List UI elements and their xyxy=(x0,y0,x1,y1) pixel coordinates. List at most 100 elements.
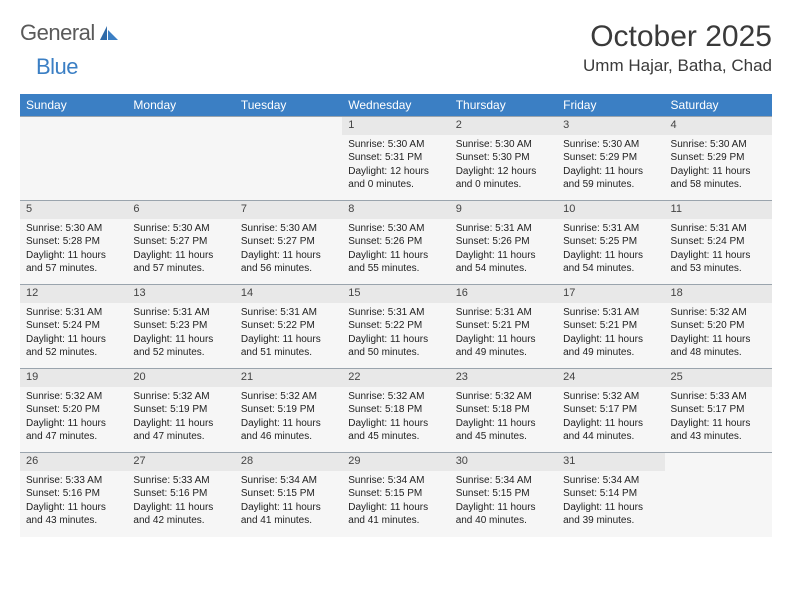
dl1-line: Daylight: 11 hours xyxy=(26,333,121,347)
dl1-line: Daylight: 11 hours xyxy=(671,165,766,179)
dl1-line: Daylight: 11 hours xyxy=(671,333,766,347)
sr-line: Sunrise: 5:34 AM xyxy=(563,474,658,488)
ss-line: Sunset: 5:24 PM xyxy=(26,319,121,333)
sr-line: Sunrise: 5:31 AM xyxy=(671,222,766,236)
sr-line: Sunrise: 5:32 AM xyxy=(563,390,658,404)
day-content-cell: Sunrise: 5:33 AMSunset: 5:16 PMDaylight:… xyxy=(127,471,234,537)
day-content-cell: Sunrise: 5:30 AMSunset: 5:28 PMDaylight:… xyxy=(20,219,127,285)
daynum-row: 262728293031 xyxy=(20,453,772,471)
dl1-line: Daylight: 11 hours xyxy=(26,417,121,431)
dl1-line: Daylight: 11 hours xyxy=(456,501,551,515)
day-content-cell: Sunrise: 5:31 AMSunset: 5:24 PMDaylight:… xyxy=(665,219,772,285)
day-content-cell: Sunrise: 5:30 AMSunset: 5:27 PMDaylight:… xyxy=(127,219,234,285)
ss-line: Sunset: 5:19 PM xyxy=(241,403,336,417)
day-content-cell: Sunrise: 5:34 AMSunset: 5:15 PMDaylight:… xyxy=(235,471,342,537)
dl2-line: and 57 minutes. xyxy=(133,262,228,276)
dl1-line: Daylight: 11 hours xyxy=(133,333,228,347)
dl1-line: Daylight: 11 hours xyxy=(348,333,443,347)
sr-line: Sunrise: 5:30 AM xyxy=(348,138,443,152)
ss-line: Sunset: 5:15 PM xyxy=(456,487,551,501)
day-number-cell: 18 xyxy=(665,285,772,303)
ss-line: Sunset: 5:31 PM xyxy=(348,151,443,165)
day-content-cell: Sunrise: 5:33 AMSunset: 5:16 PMDaylight:… xyxy=(20,471,127,537)
dl1-line: Daylight: 12 hours xyxy=(348,165,443,179)
dl2-line: and 50 minutes. xyxy=(348,346,443,360)
dl2-line: and 45 minutes. xyxy=(456,430,551,444)
ss-line: Sunset: 5:30 PM xyxy=(456,151,551,165)
dl1-line: Daylight: 11 hours xyxy=(241,501,336,515)
day-content-cell: Sunrise: 5:32 AMSunset: 5:19 PMDaylight:… xyxy=(235,387,342,453)
day-content-cell xyxy=(235,135,342,201)
day-content-cell: Sunrise: 5:31 AMSunset: 5:24 PMDaylight:… xyxy=(20,303,127,369)
ss-line: Sunset: 5:27 PM xyxy=(133,235,228,249)
dl2-line: and 52 minutes. xyxy=(26,346,121,360)
day-number-cell: 29 xyxy=(342,453,449,471)
logo: General xyxy=(20,20,122,46)
ss-line: Sunset: 5:15 PM xyxy=(241,487,336,501)
dl2-line: and 55 minutes. xyxy=(348,262,443,276)
day-content-cell: Sunrise: 5:32 AMSunset: 5:19 PMDaylight:… xyxy=(127,387,234,453)
day-content-cell: Sunrise: 5:31 AMSunset: 5:26 PMDaylight:… xyxy=(450,219,557,285)
dl2-line: and 51 minutes. xyxy=(241,346,336,360)
day-content-cell xyxy=(665,471,772,537)
ss-line: Sunset: 5:19 PM xyxy=(133,403,228,417)
day-number-cell: 21 xyxy=(235,369,342,387)
dl2-line: and 43 minutes. xyxy=(671,430,766,444)
day-content-cell: Sunrise: 5:32 AMSunset: 5:17 PMDaylight:… xyxy=(557,387,664,453)
day-content-cell: Sunrise: 5:31 AMSunset: 5:22 PMDaylight:… xyxy=(342,303,449,369)
day-number-cell: 8 xyxy=(342,201,449,219)
dl2-line: and 41 minutes. xyxy=(348,514,443,528)
sr-line: Sunrise: 5:31 AM xyxy=(133,306,228,320)
ss-line: Sunset: 5:25 PM xyxy=(563,235,658,249)
day-number-cell: 15 xyxy=(342,285,449,303)
dl1-line: Daylight: 11 hours xyxy=(671,417,766,431)
dl1-line: Daylight: 11 hours xyxy=(563,417,658,431)
content-row: Sunrise: 5:32 AMSunset: 5:20 PMDaylight:… xyxy=(20,387,772,453)
ss-line: Sunset: 5:26 PM xyxy=(456,235,551,249)
daynum-row: 1234 xyxy=(20,117,772,135)
title-block: October 2025 Umm Hajar, Batha, Chad xyxy=(583,20,772,76)
dl1-line: Daylight: 11 hours xyxy=(348,249,443,263)
dl1-line: Daylight: 11 hours xyxy=(563,501,658,515)
sr-line: Sunrise: 5:31 AM xyxy=(563,306,658,320)
day-number-cell: 27 xyxy=(127,453,234,471)
day-content-cell xyxy=(20,135,127,201)
day-content-cell: Sunrise: 5:34 AMSunset: 5:15 PMDaylight:… xyxy=(450,471,557,537)
sr-line: Sunrise: 5:32 AM xyxy=(456,390,551,404)
dl2-line: and 54 minutes. xyxy=(563,262,658,276)
sr-line: Sunrise: 5:30 AM xyxy=(563,138,658,152)
day-content-cell: Sunrise: 5:32 AMSunset: 5:18 PMDaylight:… xyxy=(342,387,449,453)
dl1-line: Daylight: 11 hours xyxy=(241,333,336,347)
daynum-row: 567891011 xyxy=(20,201,772,219)
day-number-cell: 31 xyxy=(557,453,664,471)
weekday-header: Sunday xyxy=(20,94,127,117)
sr-line: Sunrise: 5:30 AM xyxy=(26,222,121,236)
dl2-line: and 0 minutes. xyxy=(348,178,443,192)
day-content-cell: Sunrise: 5:30 AMSunset: 5:27 PMDaylight:… xyxy=(235,219,342,285)
dl1-line: Daylight: 11 hours xyxy=(671,249,766,263)
day-number-cell: 3 xyxy=(557,117,664,135)
day-number-cell xyxy=(235,117,342,135)
day-content-cell: Sunrise: 5:31 AMSunset: 5:25 PMDaylight:… xyxy=(557,219,664,285)
day-number-cell: 17 xyxy=(557,285,664,303)
dl2-line: and 56 minutes. xyxy=(241,262,336,276)
sr-line: Sunrise: 5:32 AM xyxy=(26,390,121,404)
dl2-line: and 49 minutes. xyxy=(456,346,551,360)
ss-line: Sunset: 5:18 PM xyxy=(456,403,551,417)
day-content-cell: Sunrise: 5:32 AMSunset: 5:18 PMDaylight:… xyxy=(450,387,557,453)
day-content-cell: Sunrise: 5:30 AMSunset: 5:29 PMDaylight:… xyxy=(557,135,664,201)
day-content-cell: Sunrise: 5:30 AMSunset: 5:31 PMDaylight:… xyxy=(342,135,449,201)
sr-line: Sunrise: 5:30 AM xyxy=(671,138,766,152)
day-content-cell: Sunrise: 5:34 AMSunset: 5:15 PMDaylight:… xyxy=(342,471,449,537)
weekday-header: Friday xyxy=(557,94,664,117)
day-number-cell: 12 xyxy=(20,285,127,303)
ss-line: Sunset: 5:26 PM xyxy=(348,235,443,249)
location-subtitle: Umm Hajar, Batha, Chad xyxy=(583,56,772,76)
day-number-cell xyxy=(665,453,772,471)
day-content-cell xyxy=(127,135,234,201)
day-number-cell: 14 xyxy=(235,285,342,303)
dl1-line: Daylight: 11 hours xyxy=(563,333,658,347)
day-content-cell: Sunrise: 5:33 AMSunset: 5:17 PMDaylight:… xyxy=(665,387,772,453)
dl1-line: Daylight: 11 hours xyxy=(456,417,551,431)
day-number-cell: 6 xyxy=(127,201,234,219)
